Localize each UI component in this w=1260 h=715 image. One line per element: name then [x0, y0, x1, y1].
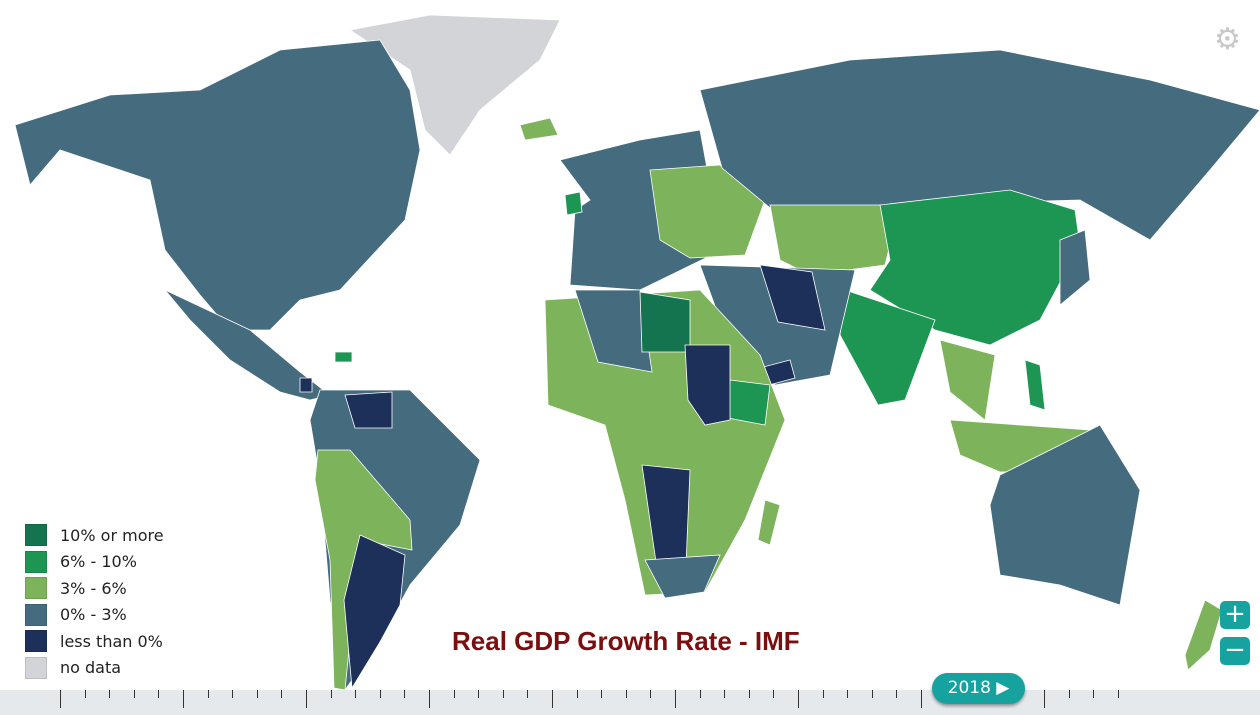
region-libya[interactable]	[639, 291, 691, 353]
legend-swatch	[25, 577, 47, 600]
world-map[interactable]	[0, 0, 1260, 690]
timeline-tick	[158, 690, 160, 698]
timeline-tick	[429, 690, 430, 708]
play-year-button[interactable]: 2018 ▶	[932, 673, 1025, 704]
zoom-in-button[interactable]: +	[1220, 601, 1250, 629]
timeline-tick	[773, 690, 775, 698]
region-russia[interactable]	[699, 49, 1260, 241]
region-dominican[interactable]	[334, 351, 353, 363]
timeline-tick	[601, 690, 603, 698]
region-north-america[interactable]	[14, 39, 421, 331]
legend-label: less than 0%	[60, 631, 163, 651]
legend-swatch	[25, 550, 47, 573]
region-iran[interactable]	[759, 264, 826, 331]
region-japan[interactable]	[1059, 229, 1091, 306]
region-philippines[interactable]	[1024, 359, 1046, 411]
region-algeria[interactable]	[574, 289, 653, 373]
timeline-tick	[724, 690, 726, 698]
region-australia[interactable]	[989, 424, 1141, 606]
region-central-america[interactable]	[164, 289, 331, 401]
timeline-tick	[133, 690, 135, 698]
timeline-tick	[650, 690, 652, 698]
timeline-tick	[675, 690, 676, 708]
timeline-tick	[1093, 690, 1095, 698]
timeline-tick	[256, 690, 258, 698]
timeline-tick	[527, 690, 529, 698]
legend-swatch	[25, 603, 47, 626]
timeline-tick	[183, 690, 184, 708]
legend-item: 3% - 6%	[25, 575, 164, 602]
timeline-tick	[625, 690, 627, 698]
legend-swatch	[25, 524, 47, 547]
legend: 10% or more 6% - 10% 3% - 6% 0% - 3% les…	[25, 522, 164, 681]
region-ethiopia[interactable]	[727, 379, 771, 426]
timeline-slider[interactable]	[0, 690, 1260, 715]
region-southeast-asia[interactable]	[939, 339, 996, 421]
legend-label: 0% - 3%	[60, 605, 127, 625]
timeline-tick	[896, 690, 898, 698]
region-new-zealand[interactable]	[1184, 599, 1223, 671]
legend-item: 6% - 10%	[25, 549, 164, 576]
timeline-tick	[478, 690, 480, 698]
timeline-tick	[699, 690, 701, 698]
timeline-tick	[1044, 690, 1045, 708]
timeline-tick	[552, 690, 553, 708]
legend-item: 0% - 3%	[25, 602, 164, 629]
timeline-tick	[281, 690, 283, 698]
region-sudan[interactable]	[684, 344, 731, 426]
timeline-tick	[847, 690, 849, 698]
legend-label: 6% - 10%	[60, 552, 137, 572]
timeline-tick	[109, 690, 111, 698]
timeline-tick	[207, 690, 209, 698]
timeline-tick	[453, 690, 455, 698]
legend-item: no data	[25, 655, 164, 682]
timeline-tick	[1117, 690, 1119, 698]
region-china[interactable]	[869, 189, 1081, 346]
region-greenland[interactable]	[348, 14, 561, 156]
region-nicaragua[interactable]	[299, 377, 313, 393]
legend-label: 10% or more	[60, 525, 164, 545]
region-madagascar[interactable]	[757, 499, 781, 546]
legend-item: 10% or more	[25, 522, 164, 549]
legend-swatch	[25, 630, 47, 653]
timeline-tick	[576, 690, 578, 698]
region-venezuela[interactable]	[344, 391, 393, 429]
timeline-tick	[404, 690, 406, 698]
zoom-out-button[interactable]: −	[1220, 637, 1250, 665]
region-central-asia[interactable]	[769, 204, 901, 276]
timeline-tick	[871, 690, 873, 698]
timeline-tick	[748, 690, 750, 698]
timeline-tick	[921, 690, 922, 708]
region-ireland[interactable]	[564, 191, 583, 216]
gear-icon[interactable]: ⚙	[1214, 22, 1241, 57]
timeline-tick	[330, 690, 332, 698]
timeline-tick	[1068, 690, 1070, 698]
region-iceland[interactable]	[519, 117, 559, 141]
region-south-africa[interactable]	[644, 554, 721, 599]
timeline-tick	[60, 690, 61, 708]
region-argentina[interactable]	[343, 534, 406, 690]
map-title: Real GDP Growth Rate - IMF	[452, 626, 800, 656]
timeline-tick	[84, 690, 86, 698]
timeline-tick	[502, 690, 504, 698]
timeline-tick	[798, 690, 799, 708]
legend-label: no data	[60, 658, 122, 678]
legend-item: less than 0%	[25, 628, 164, 655]
legend-swatch	[25, 656, 47, 679]
timeline-tick	[379, 690, 381, 698]
legend-label: 3% - 6%	[60, 578, 127, 598]
timeline-tick	[355, 690, 357, 698]
timeline-tick	[232, 690, 234, 698]
timeline-tick	[306, 690, 307, 708]
region-eastern-europe[interactable]	[649, 164, 766, 259]
timeline-tick	[822, 690, 824, 698]
